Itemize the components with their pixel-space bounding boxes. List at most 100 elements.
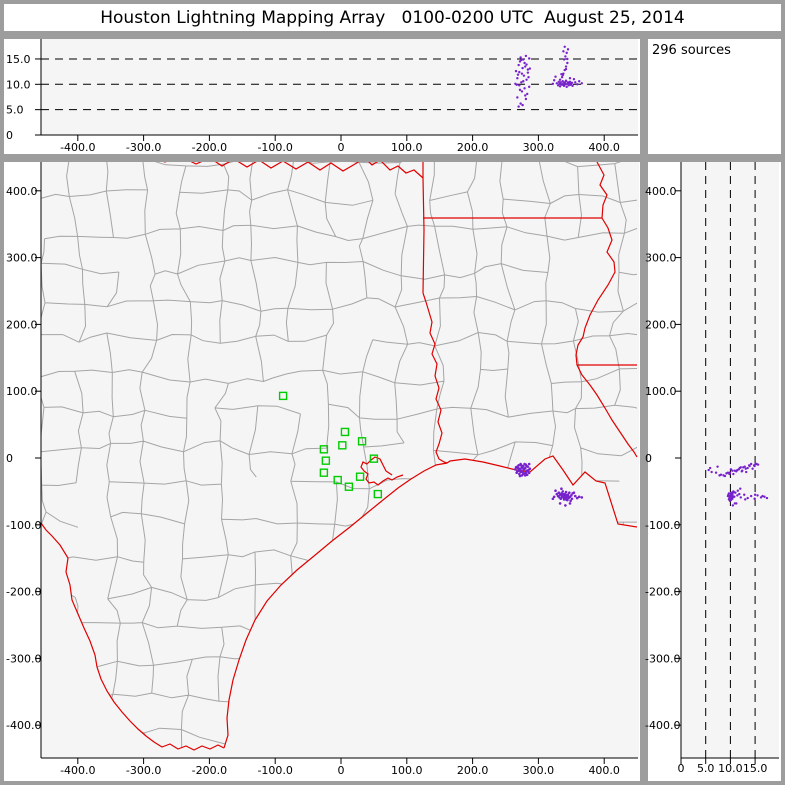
y-tick-label: 0 — [6, 129, 13, 142]
plot-background — [41, 39, 638, 135]
y-tick-label: 300.0 — [645, 252, 677, 265]
lightning-source-dot — [739, 487, 742, 490]
lightning-source-dot — [526, 92, 529, 96]
lightning-source-dot — [569, 499, 572, 503]
plan-view-map-plot[interactable]: 400.0 300.0 200.0 100.0 0 -100.0 -200.0 -300.0 -… — [6, 151, 660, 780]
lightning-source-dot — [520, 58, 523, 62]
lightning-source-dot — [735, 502, 738, 505]
lightning-source-dot — [738, 466, 741, 470]
lightning-source-dot — [723, 474, 727, 478]
y-tick-label: 5.0 — [6, 104, 24, 117]
lightning-source-dot — [736, 468, 739, 472]
station-marker — [369, 454, 379, 463]
lightning-source-dot — [729, 497, 733, 500]
lightning-source-dot — [726, 494, 730, 498]
lightning-source-dot — [564, 498, 568, 501]
altitude-vs-ns-plot[interactable]: 400.0 300.0 200.0 100.0 0 -100.0 -200.0 -300.0 -… — [645, 162, 779, 775]
lightning-source-dot — [568, 491, 571, 495]
lightning-source-dot — [745, 470, 748, 474]
lightning-source-dot — [752, 464, 756, 467]
lightning-source-dot — [716, 465, 719, 468]
lightning-source-dot — [730, 491, 733, 494]
lightning-source-dot — [526, 68, 530, 71]
lightning-source-dot — [516, 77, 519, 80]
lightning-source-dot — [564, 55, 567, 58]
altitude-vs-ew-plot[interactable]: 0 5.0 10.0 15.0 -400.0 -300.0 -200.0 -100.0 0 100… — [6, 39, 638, 154]
lightning-source-dot — [558, 502, 562, 505]
lightning-source-dot — [580, 496, 584, 499]
lightning-source-dot — [570, 494, 573, 497]
lightning-source-dot — [514, 69, 518, 73]
lightning-source-dot — [521, 472, 525, 476]
lightning-source-dot — [516, 96, 519, 99]
lightning-source-dot — [523, 462, 526, 466]
lightning-source-dot — [526, 71, 530, 74]
lightning-source-dot — [522, 80, 525, 83]
lightning-source-dot — [570, 497, 574, 501]
lightning-source-dot — [741, 469, 744, 472]
station-marker — [340, 427, 350, 437]
lightning-source-dot — [524, 97, 528, 101]
y-tick-label: 100.0 — [6, 385, 38, 398]
lightning-source-dot — [527, 57, 531, 60]
lightning-source-dot — [749, 462, 753, 466]
lightning-source-dot — [551, 497, 555, 501]
lightning-source-dot — [765, 496, 769, 500]
x-tick-label: 0 — [678, 762, 685, 775]
sabine-river-border — [422, 292, 448, 464]
lightning-source-dot — [521, 470, 524, 474]
x-tick-label: -100.0 — [257, 141, 292, 154]
lightning-source-dot — [751, 467, 754, 470]
lightning-source-dot — [577, 80, 581, 83]
station-marker — [278, 391, 288, 401]
lightning-source-dot — [522, 58, 525, 61]
x-tick-label: 100.0 — [391, 141, 423, 154]
lightning-source-dot — [520, 90, 524, 93]
lightning-source-dot — [524, 54, 528, 58]
lightning-source-dot — [739, 496, 742, 499]
lightning-source-dot — [518, 472, 521, 476]
lightning-source-dot — [563, 45, 566, 48]
lightning-source-dot — [518, 474, 522, 478]
lightning-source-dot — [561, 492, 565, 496]
y-tick-label: 0 — [645, 452, 652, 465]
title-bar: Houston Lightning Mapping Array 0100-020… — [4, 4, 781, 31]
lightning-source-dot — [743, 493, 746, 496]
lightning-source-dot — [554, 489, 557, 493]
y-tick-label: 400.0 — [6, 185, 38, 198]
lightning-source-dot — [564, 80, 567, 83]
lightning-source-dot — [561, 490, 565, 493]
x-tick-label: -400.0 — [60, 141, 95, 154]
lightning-source-dot — [708, 466, 712, 470]
lightning-source-dot — [744, 498, 747, 501]
x-tick-label: 10.0 — [718, 762, 743, 775]
lightning-source-dot — [562, 50, 565, 53]
lightning-source-dot — [552, 495, 556, 499]
x-tick-label: -400.0 — [60, 764, 95, 777]
x-tick-label: -100.0 — [257, 764, 292, 777]
lightning-source-dot — [746, 466, 749, 470]
lightning-source-dot — [736, 489, 740, 492]
lightning-source-dot — [753, 497, 756, 500]
lightning-source-dot — [761, 494, 764, 498]
station-marker — [357, 437, 367, 446]
lightning-source-dot — [521, 466, 524, 470]
lightning-source-dot — [564, 504, 567, 507]
lightning-source-dot — [729, 468, 733, 471]
lightning-source-dot — [521, 103, 524, 107]
y-tick-label: -200.0 — [6, 586, 41, 599]
lightning-source-dot — [525, 464, 528, 468]
station-marker — [333, 475, 342, 485]
lightning-source-dot — [519, 56, 522, 59]
x-tick-label: 5.0 — [697, 762, 715, 775]
lightning-source-dot — [573, 494, 577, 498]
window-title: Houston Lightning Mapping Array 0100-020… — [100, 7, 685, 28]
lightning-source-dot — [525, 63, 528, 66]
galveston-bay-border — [360, 456, 404, 486]
lightning-source-dot — [554, 75, 557, 78]
station-marker — [319, 445, 329, 454]
lightning-source-dot — [519, 464, 523, 467]
y-tick-label: 200.0 — [645, 318, 677, 331]
lightning-source-dot — [528, 467, 532, 470]
